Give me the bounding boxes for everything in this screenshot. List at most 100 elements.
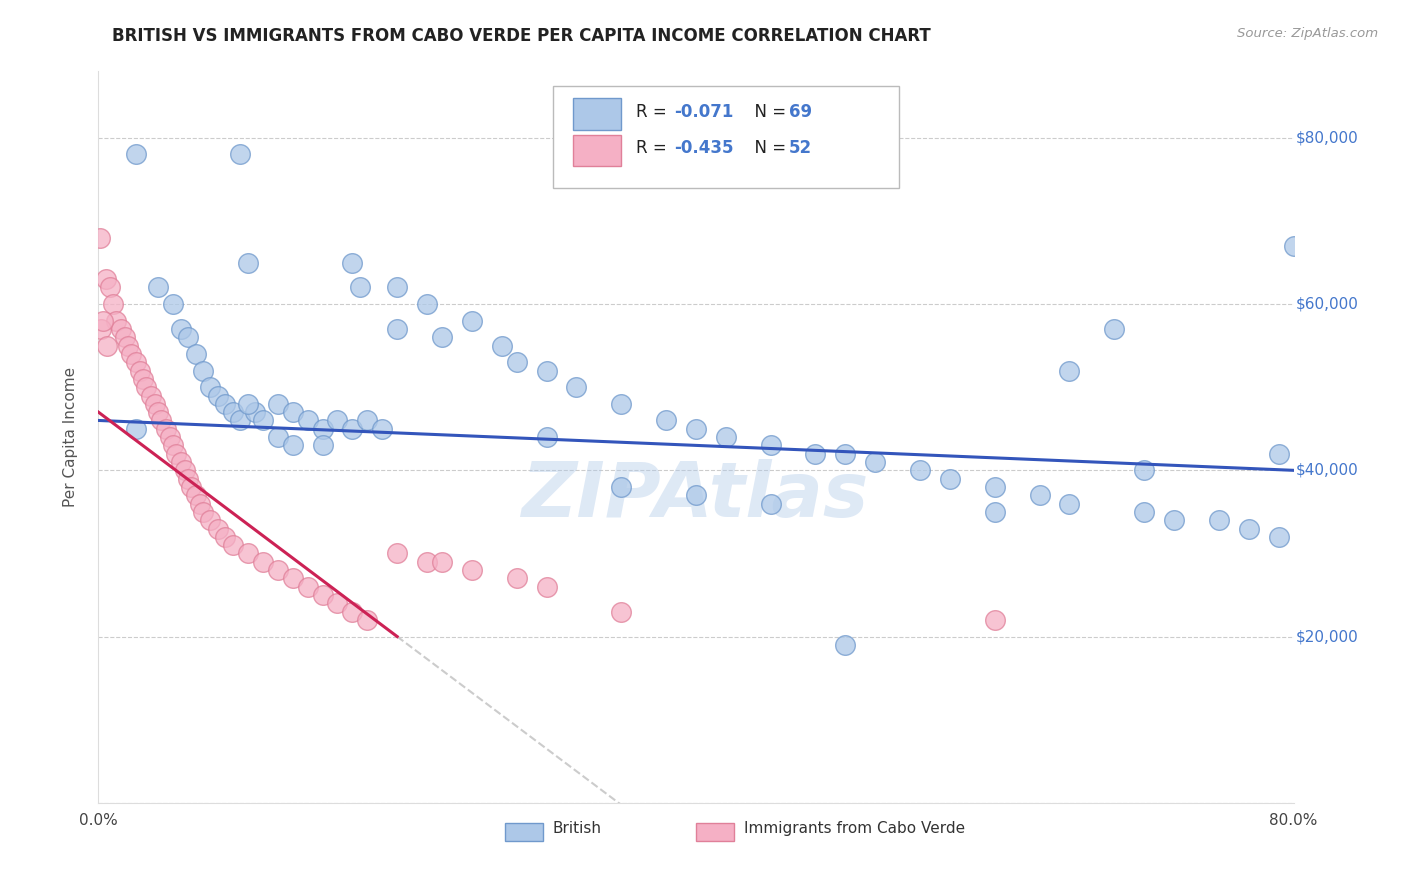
Point: [311, 438, 333, 452]
Point: [252, 413, 274, 427]
Point: [281, 438, 304, 452]
Point: [1059, 497, 1081, 511]
Point: [685, 422, 707, 436]
Point: [326, 413, 349, 427]
Point: [267, 397, 290, 411]
Point: [281, 571, 304, 585]
Point: [125, 355, 148, 369]
Point: [610, 480, 633, 494]
Point: [536, 430, 558, 444]
Point: [148, 280, 170, 294]
Point: [191, 505, 214, 519]
Point: [98, 280, 122, 294]
Text: R =: R =: [637, 103, 672, 120]
Point: [103, 297, 125, 311]
Point: [491, 338, 513, 352]
Point: [655, 413, 678, 427]
Point: [207, 388, 229, 402]
Point: [177, 472, 200, 486]
Point: [159, 430, 181, 444]
Point: [342, 255, 364, 269]
Point: [1267, 447, 1289, 461]
Point: [311, 588, 333, 602]
Point: [110, 322, 132, 336]
Text: British: British: [553, 821, 602, 836]
Point: [229, 413, 252, 427]
FancyBboxPatch shape: [505, 822, 543, 841]
Point: [222, 538, 245, 552]
Point: [120, 347, 142, 361]
Point: [207, 521, 229, 535]
Point: [342, 605, 364, 619]
FancyBboxPatch shape: [553, 86, 900, 188]
Point: [834, 638, 856, 652]
Point: [188, 497, 211, 511]
Point: [356, 413, 378, 427]
Point: [416, 297, 439, 311]
Point: [214, 397, 236, 411]
FancyBboxPatch shape: [572, 98, 620, 130]
Point: [311, 422, 333, 436]
Point: [125, 147, 148, 161]
Point: [236, 255, 259, 269]
Point: [430, 555, 453, 569]
Point: [326, 596, 349, 610]
Point: [342, 422, 364, 436]
Point: [89, 230, 111, 244]
Point: [610, 397, 633, 411]
Point: [536, 363, 558, 377]
Point: [148, 405, 170, 419]
Point: [91, 314, 114, 328]
Point: [385, 546, 409, 560]
Point: [135, 380, 157, 394]
Point: [610, 605, 633, 619]
Point: [184, 488, 207, 502]
Point: [191, 363, 214, 377]
Text: $80,000: $80,000: [1296, 130, 1358, 145]
Point: [371, 422, 394, 436]
Point: [281, 405, 304, 419]
Point: [105, 314, 128, 328]
Point: [236, 546, 259, 560]
Point: [162, 438, 184, 452]
Point: [385, 280, 409, 294]
Point: [759, 497, 782, 511]
Point: [865, 455, 887, 469]
Point: [214, 530, 236, 544]
Text: $20,000: $20,000: [1296, 629, 1358, 644]
Y-axis label: Per Capita Income: Per Capita Income: [63, 367, 77, 508]
Point: [939, 472, 962, 486]
Point: [200, 380, 222, 394]
Point: [714, 430, 737, 444]
Point: [139, 388, 162, 402]
Point: [96, 338, 118, 352]
Point: [356, 613, 378, 627]
Point: [252, 555, 274, 569]
Point: [177, 330, 200, 344]
Point: [229, 147, 252, 161]
Text: 52: 52: [789, 139, 813, 157]
Point: [297, 413, 319, 427]
Text: BRITISH VS IMMIGRANTS FROM CABO VERDE PER CAPITA INCOME CORRELATION CHART: BRITISH VS IMMIGRANTS FROM CABO VERDE PE…: [112, 27, 931, 45]
Point: [430, 330, 453, 344]
Point: [155, 422, 177, 436]
Point: [1059, 363, 1081, 377]
Point: [984, 480, 1007, 494]
Point: [180, 480, 202, 494]
Point: [117, 338, 139, 352]
Text: R =: R =: [637, 139, 672, 157]
Point: [908, 463, 931, 477]
Point: [129, 363, 152, 377]
Text: $40,000: $40,000: [1296, 463, 1358, 478]
Point: [267, 563, 290, 577]
Point: [1267, 530, 1289, 544]
Point: [132, 372, 155, 386]
Point: [94, 272, 117, 286]
Point: [184, 347, 207, 361]
Point: [1163, 513, 1185, 527]
Point: [1237, 521, 1260, 535]
Text: $60,000: $60,000: [1296, 297, 1358, 311]
Point: [536, 580, 558, 594]
Point: [461, 563, 484, 577]
Point: [1104, 322, 1126, 336]
